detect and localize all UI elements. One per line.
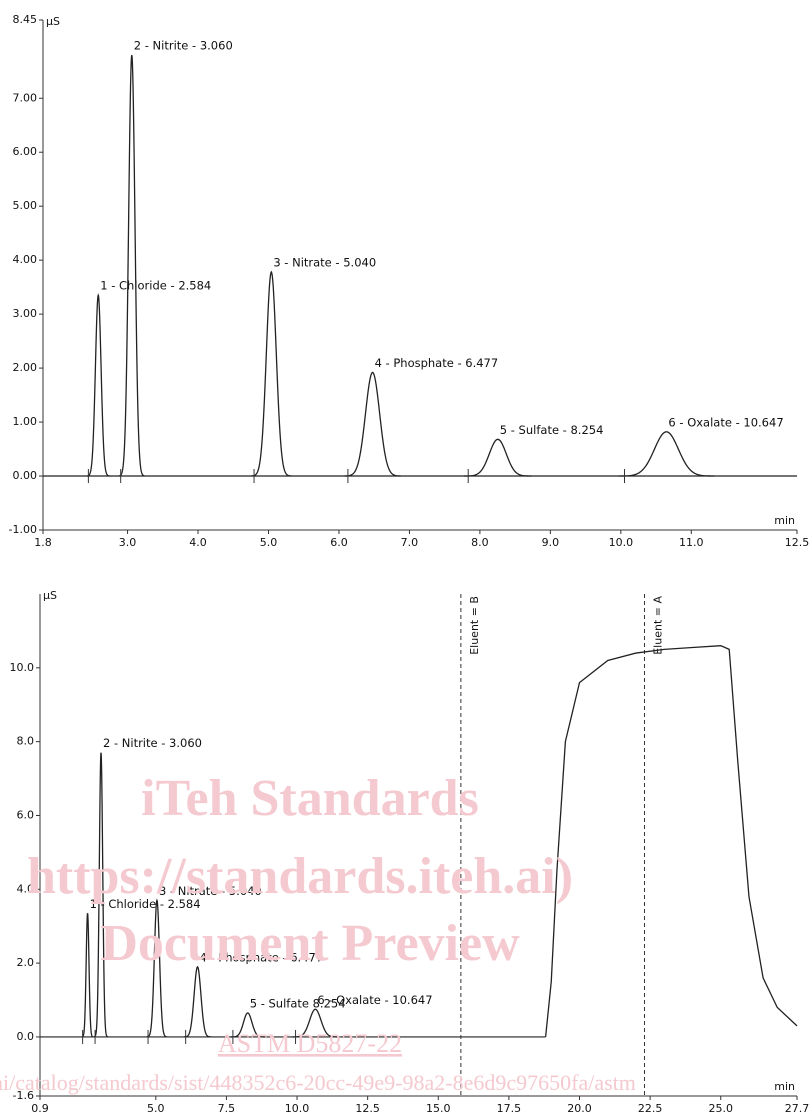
- x-tick-label: 9.0: [542, 536, 560, 549]
- peak-label: 1 - Chloride - 2.584: [100, 279, 211, 293]
- peak-label: 2 - Nitrite - 3.060: [134, 39, 233, 53]
- peak: [618, 431, 715, 477]
- y-tick-label: 1.00: [13, 415, 38, 428]
- peak: [86, 293, 110, 477]
- peak-label: 6 - Oxalate - 10.647: [668, 415, 783, 429]
- y-tick-label: 8.0: [17, 735, 35, 748]
- x-tick-label: 12.5: [355, 1102, 380, 1115]
- x-tick-label: 10.0: [285, 1102, 310, 1115]
- x-tick-label: 6.0: [330, 536, 348, 549]
- x-tick-label: 1.8: [34, 536, 52, 549]
- x-tick-label: 7.5: [218, 1102, 236, 1115]
- x-tick-label: 17.5: [497, 1102, 522, 1115]
- y-tick-label: 6.0: [17, 808, 35, 821]
- y-tick-label: 0.0: [17, 1030, 35, 1043]
- y-tick-label: 2.0: [17, 956, 35, 969]
- x-tick-label: 3.0: [119, 536, 137, 549]
- y-tick-label: 3.00: [13, 307, 38, 320]
- x-tick-label: 5.0: [147, 1102, 165, 1115]
- y-tick-label: 4.0: [17, 882, 35, 895]
- y-tick-label: 4.00: [13, 253, 38, 266]
- watermark-text: https://standards.iteh.ai/catalog/standa…: [0, 1070, 636, 1095]
- x-tick-label: 11.0: [679, 536, 704, 549]
- x-tick-label: 8.0: [471, 536, 489, 549]
- x-axis-label: min: [774, 514, 795, 527]
- watermark: iTeh Standards https://standards.iteh.ai…: [0, 770, 636, 1095]
- x-tick-label: 12.5: [785, 536, 810, 549]
- watermark-text: https://standards.iteh.ai): [27, 848, 573, 905]
- x-axis-label: min: [774, 1080, 795, 1093]
- x-tick-label: 10.0: [609, 536, 634, 549]
- x-tick-label: 25.0: [708, 1102, 733, 1115]
- peak-label: 2 - Nitrite - 3.060: [103, 736, 202, 750]
- y-tick-label: -1.00: [9, 523, 37, 536]
- peak-label: 4 - Phosphate - 6.477: [375, 356, 499, 370]
- x-tick-label: 27.7: [785, 1102, 810, 1115]
- peak-label: 4 - Phosphate - 6.477: [200, 950, 324, 964]
- watermark-text: iTeh Standards: [141, 770, 479, 827]
- x-tick-label: 5.0: [260, 536, 278, 549]
- peak: [251, 270, 292, 477]
- y-axis-label: µS: [43, 589, 57, 602]
- y-tick-label: 7.00: [13, 91, 38, 104]
- peak: [292, 1008, 338, 1038]
- y-tick-label: 8.45: [13, 13, 38, 26]
- eluent-label: Eluent = B: [468, 596, 481, 655]
- x-tick-label: 4.0: [189, 536, 207, 549]
- eluent-trace: [544, 645, 798, 1038]
- peak-label: 1 - Chloride - 2.584: [90, 897, 201, 911]
- peak: [81, 913, 94, 1038]
- watermark-text: Document Preview: [100, 915, 520, 972]
- peak: [94, 752, 108, 1038]
- peak: [344, 371, 401, 477]
- x-tick-label: 20.0: [567, 1102, 592, 1115]
- y-tick-label: 0.00: [13, 469, 38, 482]
- peak: [230, 1012, 265, 1038]
- y-tick-label: 2.00: [13, 361, 38, 374]
- peak-label: 5 - Sulfate - 8.254: [500, 423, 604, 437]
- x-tick-label: 7.0: [401, 536, 419, 549]
- peak-label: 3 - Nitrate - 5.040: [273, 256, 376, 270]
- x-tick-label: 0.9: [31, 1102, 49, 1115]
- x-tick-label: 15.0: [426, 1102, 451, 1115]
- y-tick-label: -1.6: [13, 1089, 34, 1102]
- y-tick-label: 10.0: [10, 661, 35, 674]
- y-axis-label: µS: [46, 15, 60, 28]
- y-tick-label: 5.00: [13, 199, 38, 212]
- peak: [118, 54, 145, 477]
- peak: [463, 438, 532, 477]
- peak-label: 5 - Sulfate 8.254: [250, 996, 346, 1010]
- y-tick-label: 6.00: [13, 145, 38, 158]
- x-tick-label: 22.5: [638, 1102, 663, 1115]
- peak: [146, 898, 168, 1038]
- eluent-label: Eluent = A: [651, 596, 664, 655]
- watermark-text: ASTM D5827-22: [218, 1029, 402, 1058]
- peak-label: 6 - Oxalate - 10.647: [317, 993, 432, 1007]
- peak: [183, 965, 212, 1038]
- peak-label: 3 - Nitrate - 5.040: [159, 884, 262, 898]
